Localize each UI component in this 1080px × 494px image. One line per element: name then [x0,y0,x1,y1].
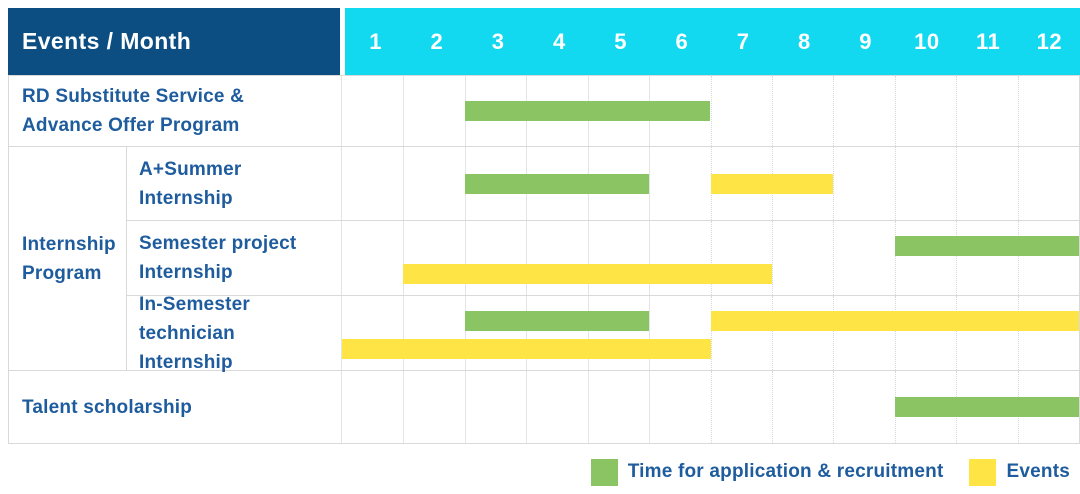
month-label: 2 [430,28,444,54]
month-gridline [771,296,773,370]
month-label: 8 [798,28,811,54]
month-gridline [403,221,405,295]
month-label: 12 [1036,28,1063,54]
month-label: 5 [614,28,627,54]
month-gridline [526,296,528,370]
gantt-bar-recruitment [894,236,1079,256]
gantt-track-semester-project [341,221,1079,295]
events-month-header-cell: Events / Month [8,8,340,75]
legend: Time for application & recruitment Events [590,456,1070,488]
month-gridline [894,76,896,146]
month-gridline [403,76,405,146]
row-label-a-plus-summer: A+Summer Internship [139,158,242,209]
month-gridline [464,221,466,295]
legend-label-event: Events [1006,461,1070,482]
month-gridline [587,296,589,370]
month-gridline [833,147,835,220]
month-gridline [956,296,958,370]
legend-swatch-event [969,458,997,486]
month-gridline [526,371,528,443]
month-gridline [1017,221,1019,295]
month-label: 7 [736,28,750,54]
month-gridline [710,296,712,370]
month-gridline [956,147,958,220]
month-gridline [833,76,835,146]
month-gridline [833,221,835,295]
month-gridline [771,371,773,443]
gantt-bar-event [710,173,834,194]
month-gridline [771,221,773,295]
month-gridline [894,147,896,220]
internship-program-subrows: A+Summer Internship Semester project Int… [126,147,1079,373]
table-row: Semester project Internship [127,220,1079,295]
month-header: 1 2 3 4 5 6 7 8 9 10 11 12 [345,8,1080,75]
table-title: Events / Month [22,28,192,54]
month-gridline [464,296,466,370]
month-gridline [464,371,466,443]
table-row: Talent scholarship [9,370,1079,443]
legend-swatch-recruitment [590,458,618,486]
month-gridline [710,221,712,295]
month-label: 10 [914,28,940,54]
table-row: In-Semester technician Internship [127,293,1079,373]
month-gridline [1017,296,1019,370]
row-label-talent-scholarship: Talent scholarship [22,396,193,418]
month-gridline [833,296,835,370]
gantt-track-in-semester-technician [341,296,1079,370]
month-gridline [403,371,405,443]
gantt-track-a-plus-summer [341,147,1079,220]
month-gridline [587,371,589,443]
month-gridline [894,221,896,295]
month-gridline [771,76,773,146]
month-gridline [956,221,958,295]
month-gridline [894,296,896,370]
events-month-table: Events / Month 1 2 3 4 5 6 7 8 9 10 11 12 RD Substi… [8,8,1080,444]
month-gridline [956,76,958,146]
gantt-track-talent-scholarship [341,371,1079,443]
gantt-bar-event [342,339,711,359]
month-gridline [710,371,712,443]
month-gridline [710,76,712,146]
month-gridline [526,221,528,295]
gantt-bar-event [403,264,772,284]
header-gap [340,8,345,75]
month-gridline [833,371,835,443]
table-header-row: Events / Month 1 2 3 4 5 6 7 8 9 10 11 12 [8,8,1080,75]
row-label-in-semester-technician: In-Semester technician Internship [139,293,250,373]
gantt-track-rd-substitute [341,76,1079,146]
month-label: 1 [369,28,382,54]
row-label-semester-project: Semester project Internship [139,233,297,283]
gantt-bar-recruitment [894,397,1079,417]
month-gridline [649,147,651,220]
table-row: RD Substitute Service & Advance Offer Pr… [9,76,1079,146]
month-label: 6 [675,28,689,54]
row-group-label-internship-program: Internship Program [22,233,116,284]
month-label: 11 [975,28,1001,54]
month-label: 9 [859,28,872,54]
legend-label-recruitment: Time for application & recruitment [627,461,944,482]
month-gridline [649,296,651,370]
month-gridline [1017,147,1019,220]
table-body: RD Substitute Service & Advance Offer Pr… [8,75,1080,444]
gantt-bar-recruitment [464,173,650,194]
table-row: A+Summer Internship [127,147,1079,220]
month-gridline [649,371,651,443]
row-label-rd-substitute: RD Substitute Service & Advance Offer Pr… [22,86,245,136]
gantt-bar-event [710,311,1079,331]
month-label: 3 [491,28,505,54]
month-gridline [1017,76,1019,146]
month-gridline [403,296,405,370]
internship-program-group: Internship Program A+Summer Internship S… [9,146,1079,373]
gantt-bar-recruitment [464,101,711,121]
month-gridline [587,221,589,295]
month-gridline [649,221,651,295]
gantt-bar-recruitment [464,311,650,331]
month-gridline [403,147,405,220]
month-label: 4 [553,28,566,54]
